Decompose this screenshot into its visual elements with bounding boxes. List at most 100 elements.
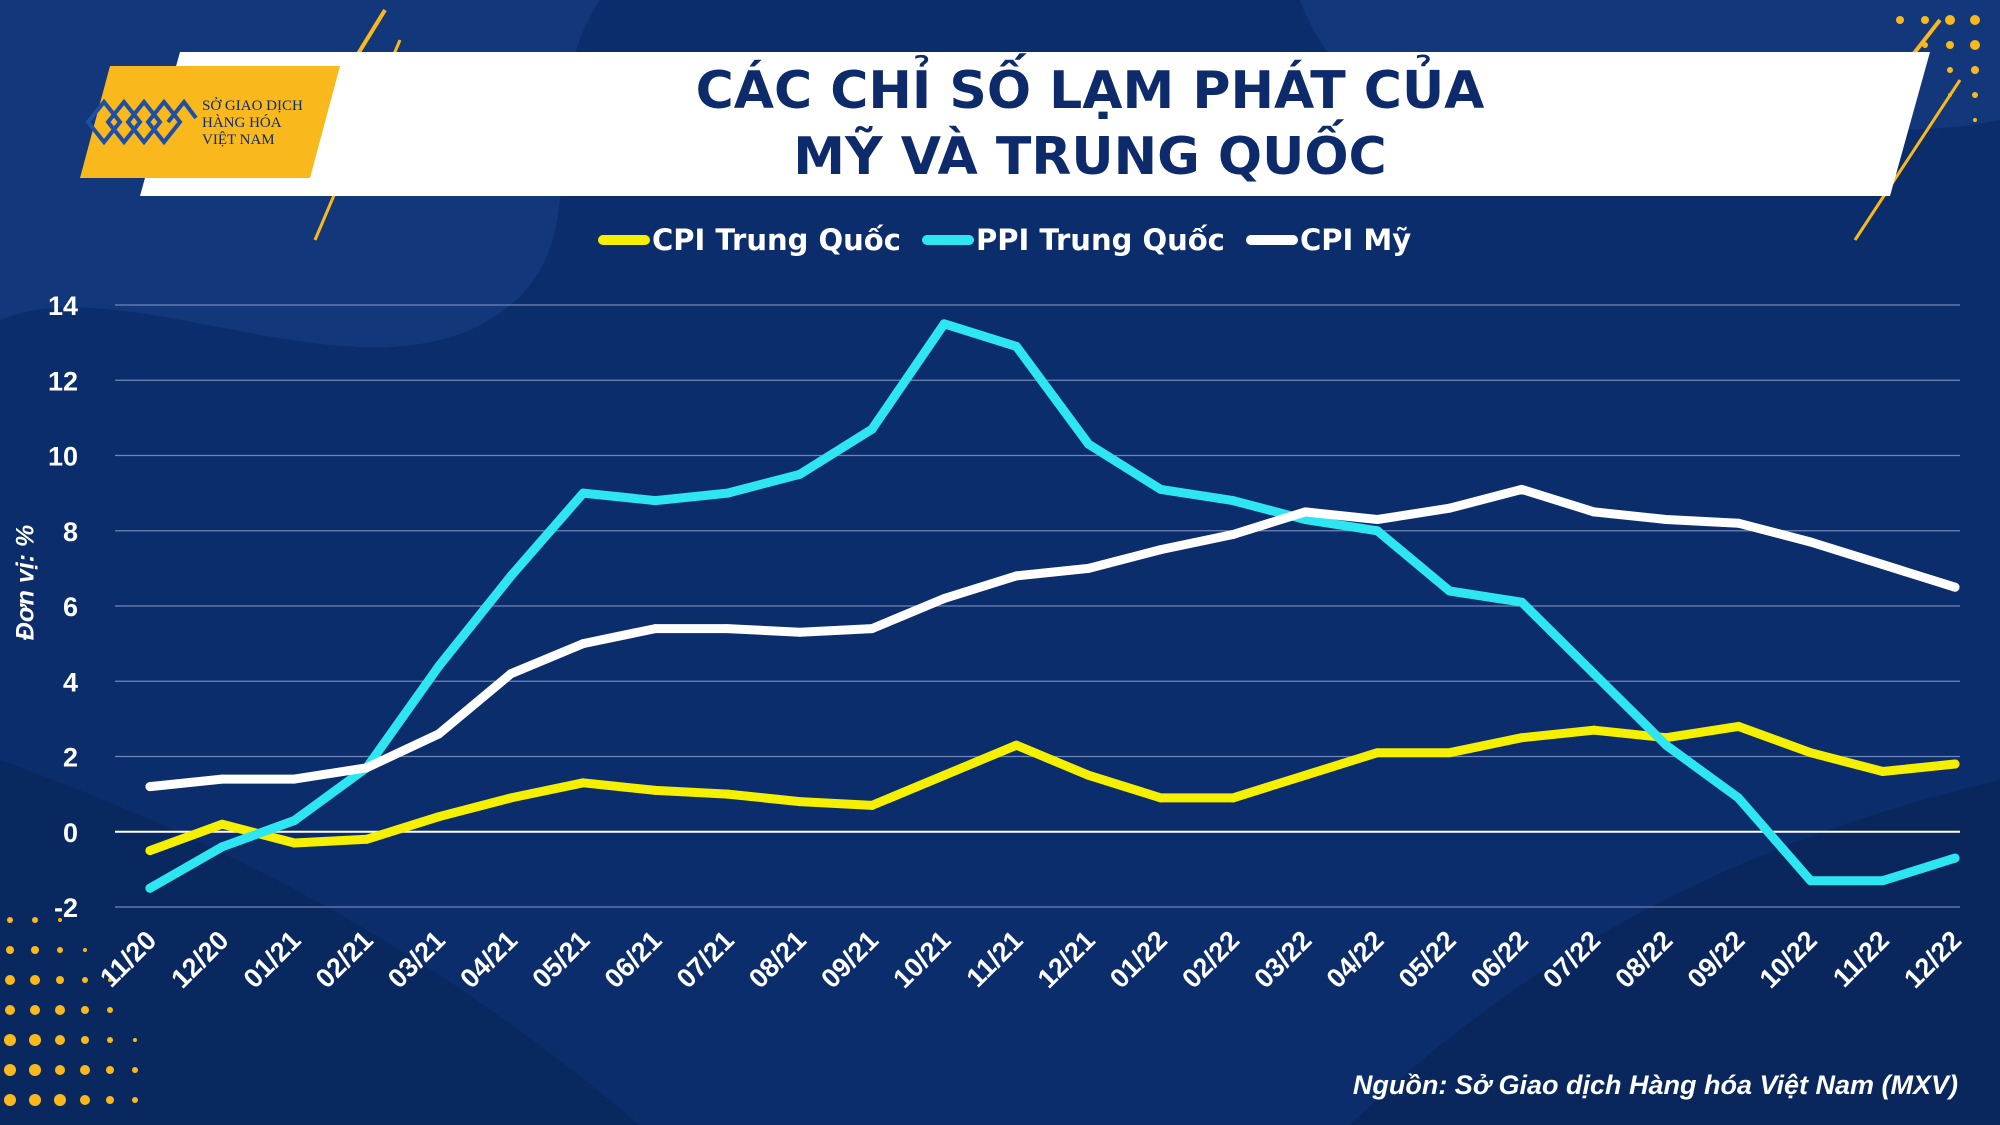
legend-swatch [1246,235,1298,245]
data-point [1878,560,1888,570]
data-point [145,846,155,856]
data-point [506,793,516,803]
data-point [1011,571,1021,581]
legend-swatch [598,235,650,245]
data-point [1733,793,1743,803]
data-point [289,838,299,848]
data-point [1372,514,1382,524]
x-tick-label: 04/21 [454,925,523,994]
data-point [145,883,155,893]
y-tick-label: 12 [48,366,78,396]
x-tick-label: 11/22 [1827,925,1895,993]
y-tick-label: 14 [48,291,78,321]
logo-line: VIỆT NAM [202,132,275,148]
y-tick-label: 6 [63,592,78,622]
data-point [145,782,155,792]
data-point [1156,484,1166,494]
data-point [795,797,805,807]
data-point [1445,748,1455,758]
data-point [650,624,660,634]
data-point [506,571,516,581]
data-point [1228,793,1238,803]
y-axis-ticks: -2 0 2 4 6 8 10 12 14 [48,291,78,923]
data-point [1372,526,1382,536]
x-tick-label: 01/21 [238,925,307,994]
data-point [1661,514,1671,524]
data-point [723,488,733,498]
x-tick-label: 11/21 [961,925,1029,993]
chart-legend: CPI Trung Quốc PPI Trung Quốc CPI Mỹ [0,218,2000,262]
y-tick-label: 10 [48,442,78,472]
data-point [1733,721,1743,731]
data-point [362,763,372,773]
data-point [217,842,227,852]
data-point [939,319,949,329]
data-point [1950,759,1960,769]
data-point [795,469,805,479]
x-tick-label: 06/21 [599,925,668,994]
data-point [1228,496,1238,506]
data-point [434,661,444,671]
data-point [939,770,949,780]
x-tick-label: 09/21 [815,925,884,994]
x-tick-label: 08/21 [743,925,812,994]
legend-item-cpi-us: CPI Mỹ [1246,218,1411,262]
data-point [578,778,588,788]
x-tick-label: 05/21 [526,925,595,994]
chart-title-line-2: MỸ VÀ TRUNG QUỐC [793,127,1387,187]
x-tick-label: 12/22 [1898,925,1967,994]
x-tick-label: 11/20 [94,925,162,993]
accent-stripe [1853,79,1962,241]
data-point [289,774,299,784]
data-point [1084,563,1094,573]
x-tick-label: 02/21 [310,925,379,994]
logo-text: SỞ GIAO DỊCH HÀNG HÓA VIỆT NAM [202,98,303,149]
y-tick-label: 2 [63,743,78,773]
data-point [1950,582,1960,592]
data-point [1517,484,1527,494]
data-point [939,593,949,603]
data-point [506,669,516,679]
data-point [795,627,805,637]
logo-panel [80,66,340,178]
data-point [1300,507,1310,517]
data-point [1084,770,1094,780]
x-tick-label: 02/22 [1176,925,1245,994]
data-point [434,729,444,739]
data-point [1445,503,1455,513]
data-point [1950,853,1960,863]
x-tick-label: 06/22 [1465,925,1534,994]
data-point [1445,586,1455,596]
x-tick-label: 07/21 [671,925,740,994]
title-banner [140,52,1930,196]
x-tick-label: 07/22 [1537,925,1606,994]
data-point [434,812,444,822]
x-tick-label: 10/22 [1754,925,1823,994]
data-point [1300,770,1310,780]
legend-swatch [922,235,974,245]
data-point [867,424,877,434]
data-point [1156,793,1166,803]
y-tick-label: 0 [63,818,78,848]
data-point [217,819,227,829]
x-tick-label: 01/22 [1104,925,1173,994]
y-tick-label: 8 [63,517,78,547]
x-tick-label: 09/22 [1682,925,1751,994]
data-point [578,639,588,649]
data-point [723,789,733,799]
data-point [1806,537,1816,547]
data-point [1372,748,1382,758]
data-point [362,834,372,844]
data-point [867,800,877,810]
data-point [1011,740,1021,750]
data-point [1806,748,1816,758]
data-point [1011,341,1021,351]
x-tick-label: 10/21 [887,925,956,994]
x-axis-ticks: 11/20 12/20 01/21 02/21 03/21 04/21 05/21 06/21… [94,925,1967,994]
data-point [217,774,227,784]
mxv-logo-icon [85,98,198,146]
legend-label: CPI Mỹ [1300,223,1412,257]
data-point [1589,507,1599,517]
data-point [1589,725,1599,735]
